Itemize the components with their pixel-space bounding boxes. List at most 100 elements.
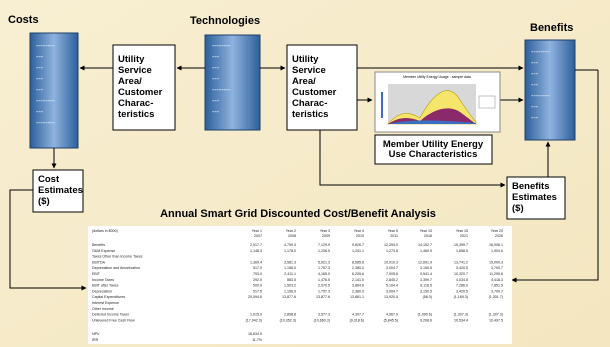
table-cell: 1,156.0 <box>284 266 296 270</box>
technologies-box <box>204 34 261 131</box>
table-cell: 1,208.5 <box>318 249 330 253</box>
table-cell: 7,851.5 <box>491 284 503 288</box>
white-boxes <box>32 44 566 220</box>
table-cell: 1,658.5 <box>456 249 468 253</box>
row-label: IRR <box>92 338 99 342</box>
row-label: EBITDA <box>92 260 106 264</box>
table-cell: 5,104.4 <box>386 284 398 288</box>
column-date: 2026 <box>495 234 503 238</box>
table-cell: 16,906.1 <box>489 243 503 247</box>
table-cell: 2,141.0 <box>352 278 364 282</box>
table-cell: 13,877.6 <box>316 295 330 299</box>
table-cell: (58.0) <box>423 295 432 299</box>
table-cell: 13,920.5 <box>384 295 398 299</box>
box-line: --- <box>36 76 44 83</box>
table-cell: 2,845.2 <box>386 278 398 282</box>
table-cell: 3,581.3 <box>284 260 296 264</box>
table-cell: 1,460.9 <box>420 249 432 253</box>
column-header: Year 2 <box>286 229 296 233</box>
table-cell: 1,757.3 <box>318 266 330 270</box>
table-cell: 3,150.5 <box>420 266 432 270</box>
table-cell: 13,877.6 <box>282 295 296 299</box>
table-cell: 2,411.1 <box>284 272 296 276</box>
box-line: --- <box>36 109 44 116</box>
box-line: --- <box>36 65 44 72</box>
box-label: Estimates <box>38 185 83 196</box>
table-cell: 4,034.8 <box>456 278 468 282</box>
blue-boxes <box>29 32 576 149</box>
box-line: --- <box>531 104 539 111</box>
table-cell: 7,129.9 <box>318 243 330 247</box>
column-date: 2008 <box>288 234 296 238</box>
table-cell: 13,861.1 <box>350 295 364 299</box>
table-cell: 9,826.7 <box>352 243 364 247</box>
column-header: Year 15 <box>456 229 468 233</box>
table-cell: 3,004.7 <box>386 289 398 293</box>
box-line: --- <box>212 65 220 72</box>
table-cell: 4,307.7 <box>352 313 364 317</box>
table-cell: 13,741.2 <box>454 260 468 264</box>
table-cell: 7,286.0 <box>456 284 468 288</box>
table-cell: (9,318.6) <box>350 318 364 322</box>
table-cell: (1,307.3) <box>454 313 468 317</box>
table-cell: 1,904.6 <box>491 249 503 253</box>
box-line: -------- <box>36 43 55 50</box>
table-cell: 1,156.0 <box>284 289 296 293</box>
row-label: EBIT after Taxes <box>92 284 119 288</box>
box-line: --- <box>212 98 220 105</box>
box-label: Use Characteristics <box>389 149 478 160</box>
table-cell: 3,700.7 <box>491 289 503 293</box>
spreadsheet <box>88 226 512 344</box>
table-cell: 793.0 <box>253 272 262 276</box>
table-cell: 1,615.9 <box>250 313 262 317</box>
table-cell: 12,691.9 <box>418 260 432 264</box>
column-date: 2007 <box>254 234 262 238</box>
table-cell: 14,152.7 <box>418 243 432 247</box>
row-label: NPV <box>92 332 100 336</box>
box-label: Estimates <box>512 192 557 203</box>
column-header: Year 3 <box>320 229 330 233</box>
table-cell: 4,759.3 <box>284 243 296 247</box>
column-header: Year 5 <box>388 229 398 233</box>
mini-chart-title: Member Utility Energy Usage - sample dat… <box>403 75 471 79</box>
table-cell: 4,165.0 <box>318 272 330 276</box>
table-cell: (10,660.3) <box>314 318 330 322</box>
row-label: Interest Expense <box>92 301 119 305</box>
box-label: Charac- <box>118 98 153 109</box>
box-line: --- <box>531 115 539 122</box>
box-label: ($) <box>38 196 50 207</box>
table-cell: 500.9 <box>253 284 262 288</box>
table-cell: (1,090.6) <box>418 313 432 317</box>
table-cell: 10,534.4 <box>454 318 468 322</box>
arrow <box>511 70 599 283</box>
table-caption: (dollars in $000) <box>92 229 118 233</box>
table-cell: 11.7% <box>252 338 263 342</box>
table-cell: (1,169.3) <box>454 295 468 299</box>
table-cell: 11,299.6 <box>489 272 503 276</box>
box-label: teristics <box>292 109 328 120</box>
heading: Technologies <box>190 15 260 27</box>
table-cell: 5,921.3 <box>318 260 330 264</box>
table-cell: 517.5 <box>253 289 262 293</box>
table-cell: 9,208.6 <box>420 318 432 322</box>
table-cell: 3,399.7 <box>420 278 432 282</box>
box-line: -------- <box>531 49 550 56</box>
heading: Costs <box>8 14 39 26</box>
box-line: -------- <box>36 120 55 127</box>
table-cell: 12,294.0 <box>384 243 398 247</box>
table-cell: (1,307.3) <box>489 313 503 317</box>
table-cell: 4,418.3 <box>491 278 503 282</box>
table-cell: 3,150.5 <box>420 289 432 293</box>
box-label: Benefits <box>512 181 549 192</box>
box-label: Cost <box>38 174 60 185</box>
row-label: Unlevered Free Cash Flow <box>92 318 135 322</box>
table-cell: 2,570.5 <box>318 284 330 288</box>
box-line: --- <box>531 82 539 89</box>
heading: Benefits <box>530 22 573 34</box>
row-label: Benefits <box>92 243 105 247</box>
column-date: 2011 <box>390 234 398 238</box>
column-header: Year 4 <box>354 229 364 233</box>
table-cell: 1,503.2 <box>284 284 296 288</box>
table-cell: 1,273.5 <box>386 249 398 253</box>
